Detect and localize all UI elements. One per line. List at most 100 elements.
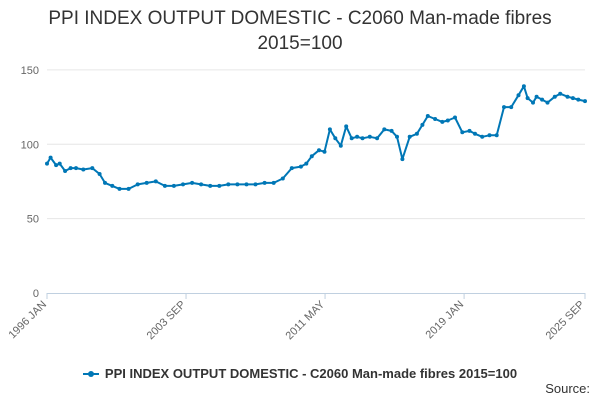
legend[interactable]: PPI INDEX OUTPUT DOMESTIC - C2060 Man-ma… [0, 366, 600, 382]
data-point [253, 182, 258, 187]
data-point [317, 148, 321, 153]
data-point [445, 118, 450, 123]
data-point [540, 97, 545, 102]
data-point [382, 127, 387, 132]
data-point [327, 127, 332, 132]
data-point [583, 99, 587, 104]
data-point [414, 131, 419, 136]
y-tick-label: 100 [21, 139, 39, 151]
data-point [480, 134, 485, 139]
data-point [525, 96, 530, 101]
data-point [322, 149, 327, 154]
legend-line-marker-icon [82, 369, 99, 379]
data-point [453, 115, 457, 120]
data-point [63, 169, 68, 173]
gridlines [47, 69, 585, 220]
data-point [162, 183, 167, 188]
data-point [135, 182, 140, 187]
data-point [280, 176, 285, 181]
x-tick-label: 2019 JAN [424, 299, 467, 342]
data-point [271, 180, 276, 185]
legend-item[interactable]: PPI INDEX OUTPUT DOMESTIC - C2060 Man-ma… [82, 366, 518, 381]
series-group [45, 84, 587, 191]
data-point [262, 180, 267, 185]
data-point [516, 93, 521, 98]
data-point [487, 133, 492, 138]
data-point [199, 182, 204, 187]
data-point [235, 182, 240, 187]
data-point [494, 133, 499, 138]
x-tick-label: 2003 SEP [145, 299, 189, 343]
x-tick-label: 2011 MAY [284, 298, 328, 342]
data-point [531, 100, 535, 105]
data-point [144, 180, 149, 185]
data-point [395, 134, 399, 139]
x-tick-label: 1996 JAN [6, 299, 49, 342]
data-point [534, 94, 539, 99]
data-point [355, 134, 360, 139]
data-point [110, 183, 115, 188]
data-point [126, 186, 131, 191]
data-point [433, 117, 438, 121]
data-point [389, 128, 394, 133]
data-point [509, 105, 514, 110]
data-point [298, 164, 303, 169]
data-point [545, 100, 550, 105]
data-point [289, 166, 294, 171]
data-point [217, 183, 222, 188]
data-point [190, 180, 195, 185]
chart-title: PPI INDEX OUTPUT DOMESTIC - C2060 Man-ma… [0, 6, 600, 56]
data-point [208, 183, 213, 188]
data-point [460, 130, 465, 135]
data-point [521, 84, 526, 89]
data-point [57, 161, 62, 166]
data-point [90, 166, 95, 171]
data-point [103, 180, 107, 185]
series-line [46, 85, 586, 190]
data-point [552, 94, 557, 99]
data-point [81, 167, 86, 172]
data-point [181, 182, 185, 187]
chart-title-line-2: 2015=100 [257, 33, 343, 54]
data-point [367, 134, 372, 139]
data-point [153, 179, 158, 184]
data-point [333, 136, 338, 141]
data-point [117, 186, 122, 191]
data-point [45, 161, 49, 166]
chart-title-line-1: PPI INDEX OUTPUT DOMESTIC - C2060 Man-ma… [48, 8, 552, 29]
x-axis: 1996 JAN 2003 SEP 2011 MAY 2019 JAN 2025 SEP [6, 293, 587, 342]
data-point [349, 136, 354, 141]
data-point [344, 124, 349, 129]
x-tick-label: 2025 SEP [544, 299, 588, 343]
data-point [420, 122, 425, 127]
y-axis-tick-labels: 0 50 100 150 [21, 65, 39, 300]
y-tick-label: 150 [21, 65, 39, 77]
data-point [226, 182, 231, 187]
data-point [48, 155, 53, 160]
data-point [565, 94, 570, 99]
data-point [360, 136, 365, 141]
data-point [54, 163, 59, 168]
data-point [309, 154, 314, 159]
y-tick-label: 50 [27, 214, 39, 226]
data-point [440, 119, 445, 124]
y-tick-label: 0 [33, 288, 39, 300]
data-point [576, 97, 581, 102]
data-point [171, 183, 176, 188]
data-point [74, 166, 78, 171]
data-point [304, 161, 309, 166]
data-point [97, 172, 102, 176]
data-point [425, 114, 430, 118]
legend-label: PPI INDEX OUTPUT DOMESTIC - C2060 Man-ma… [104, 366, 518, 381]
data-point [407, 134, 412, 139]
data-point [558, 91, 563, 96]
data-point [467, 128, 472, 133]
data-point [375, 136, 380, 141]
source-label: Source: [545, 381, 590, 396]
data-point [400, 157, 405, 162]
data-point [473, 131, 477, 136]
data-point [338, 143, 343, 148]
data-point [68, 166, 73, 171]
data-point [570, 96, 575, 101]
